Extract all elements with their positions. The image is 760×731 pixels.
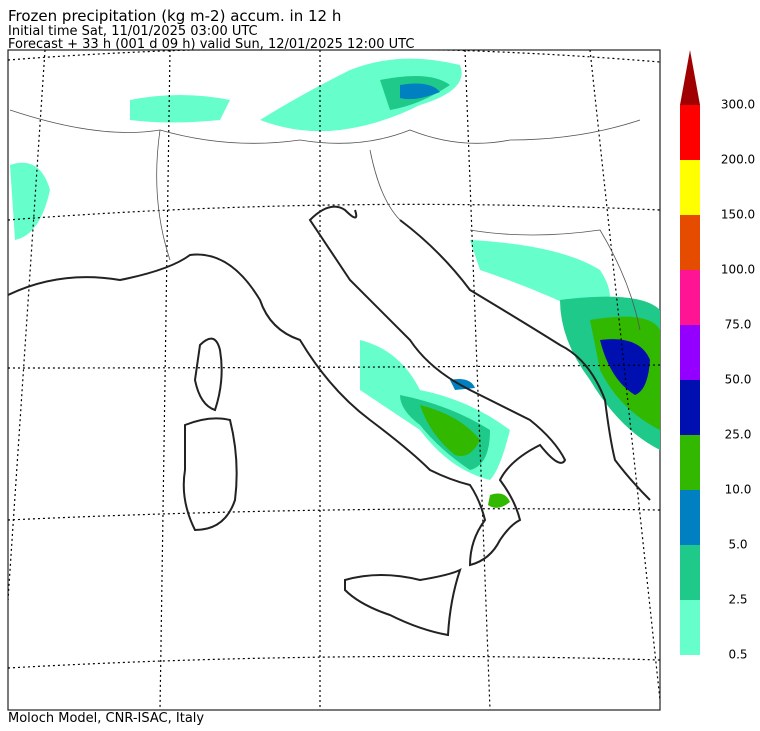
colorbar-label: 25.0 (725, 428, 752, 442)
colorbar-label: 150.0 (721, 208, 755, 222)
precipitation (10, 58, 660, 508)
colorbar: 0.5 2.5 5.0 10.0 25.0 50.0 75.0 100.0 150.0 200.0… (680, 50, 755, 662)
colorbar-label: 200.0 (721, 153, 755, 167)
colorbar-label: 5.0 (728, 538, 747, 552)
title: Frozen precipitation (kg m-2) accum. in … (8, 7, 341, 25)
colorbar-segment (680, 490, 700, 545)
colorbar-segment (680, 600, 700, 655)
footer: Moloch Model, CNR-ISAC, Italy (8, 711, 204, 726)
colorbar-label: 100.0 (721, 263, 755, 277)
colorbar-segment (680, 215, 700, 270)
colorbar-label: 50.0 (725, 373, 752, 387)
colorbar-label: 10.0 (725, 483, 752, 497)
colorbar-extension (680, 50, 700, 105)
colorbar-label: 2.5 (728, 593, 747, 607)
colorbar-segment (680, 325, 700, 380)
initial-time: Initial time Sat, 11/01/2025 03:00 UTC (8, 24, 258, 39)
colorbar-label: 75.0 (725, 318, 752, 332)
colorbar-segment (680, 545, 700, 600)
colorbar-segment (680, 435, 700, 490)
forecast-time: Forecast + 33 h (001 d 09 h) valid Sun, … (8, 37, 414, 52)
colorbar-segment (680, 380, 700, 435)
colorbar-label: 300.0 (721, 98, 755, 112)
colorbar-segment (680, 270, 700, 325)
colorbar-label: 0.5 (728, 648, 747, 662)
colorbar-segment (680, 160, 700, 215)
colorbar-segment (680, 105, 700, 160)
map (7, 49, 661, 711)
